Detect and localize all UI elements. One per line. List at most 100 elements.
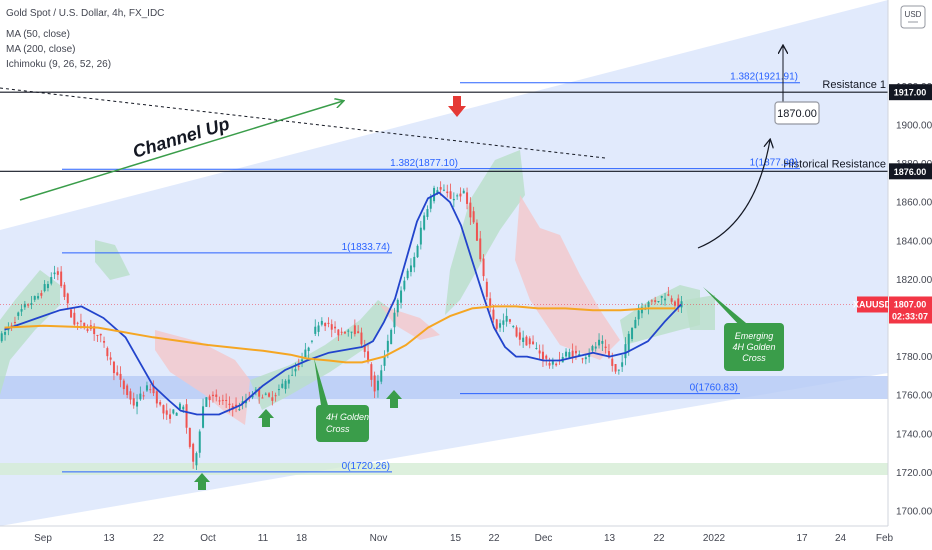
candle-body bbox=[310, 340, 313, 342]
candle-body bbox=[314, 326, 317, 334]
candle-body bbox=[677, 298, 680, 308]
candle-body bbox=[145, 385, 148, 391]
date-tick-label: 13 bbox=[103, 533, 115, 544]
candle-body bbox=[495, 319, 498, 329]
candle-body bbox=[565, 351, 568, 357]
cloud-green-5 bbox=[620, 285, 700, 345]
candle-body bbox=[373, 375, 376, 392]
svg-text:Cross: Cross bbox=[742, 353, 766, 363]
candle-body bbox=[70, 309, 73, 318]
price-axis: USD 1700.00 1720.00 1740.00 1760.00 1780.00 1… bbox=[853, 0, 932, 550]
candle-body bbox=[347, 330, 350, 332]
candle-body bbox=[409, 265, 412, 272]
svg-text:4H Golden: 4H Golden bbox=[326, 412, 369, 422]
candle-body bbox=[221, 399, 224, 401]
candle-body bbox=[79, 320, 82, 322]
candle-body bbox=[53, 272, 56, 275]
candle-body bbox=[73, 312, 76, 325]
candle-body bbox=[670, 298, 673, 302]
price-tick-label: 1720.00 bbox=[896, 468, 932, 479]
candle-body bbox=[367, 351, 370, 362]
cloud-green-2 bbox=[95, 240, 130, 280]
price-level-tags: 1917.00 1876.00 XAUUSD 1807.00 02:33:07 bbox=[853, 84, 932, 324]
candle-body bbox=[574, 350, 577, 354]
date-tick-label: 22 bbox=[153, 533, 165, 544]
candle-body bbox=[413, 256, 416, 268]
candle-body bbox=[76, 322, 79, 324]
candle-body bbox=[508, 319, 511, 322]
horizontal-levels: Resistance 1 Historical Resistance bbox=[0, 79, 888, 172]
candle-body bbox=[63, 284, 66, 297]
candle-body bbox=[538, 350, 541, 354]
candle-body bbox=[56, 271, 59, 275]
candle-body bbox=[482, 258, 485, 277]
level-tag-text-1: 1876.00 bbox=[894, 167, 927, 177]
currency-label: USD bbox=[905, 10, 922, 19]
candle-body bbox=[172, 409, 175, 414]
candle-body bbox=[119, 373, 122, 380]
candle-body bbox=[330, 324, 333, 330]
candle-body bbox=[294, 368, 297, 372]
candle-body bbox=[235, 404, 238, 407]
markers bbox=[194, 96, 466, 490]
candle-body bbox=[99, 333, 102, 336]
ma50-line bbox=[4, 191, 682, 416]
candle-body bbox=[499, 323, 502, 328]
candle-body bbox=[301, 359, 304, 362]
candle-body bbox=[541, 351, 544, 360]
candle-body bbox=[254, 389, 257, 391]
candle-body bbox=[225, 399, 228, 401]
svg-text:4H Golden: 4H Golden bbox=[732, 342, 775, 352]
fib-label-3: 1(1833.74) bbox=[342, 242, 390, 253]
candle-body bbox=[317, 325, 320, 332]
candle-body bbox=[472, 211, 475, 223]
candle-body bbox=[621, 362, 624, 367]
level-label-1: Historical Resistance bbox=[783, 158, 886, 170]
candle-body bbox=[667, 294, 670, 296]
candle-body bbox=[287, 379, 290, 384]
price-tick-label: 1780.00 bbox=[896, 352, 932, 363]
candle-body bbox=[327, 322, 330, 324]
candle-body bbox=[350, 331, 353, 333]
candle-body bbox=[654, 300, 657, 302]
candle-body bbox=[205, 397, 208, 407]
candle-body bbox=[452, 198, 455, 201]
fib-label-4: 0(1760.83) bbox=[690, 383, 738, 394]
projection-curve bbox=[697, 140, 770, 249]
time-axis: Sep 13 22 Oct 11 18 Nov 15 22 Dec 13 22 2022 17 24 Feb bbox=[0, 525, 894, 550]
candle-body bbox=[568, 352, 571, 358]
candle-body bbox=[442, 189, 445, 191]
date-tick-label: Feb bbox=[876, 533, 894, 544]
golden-cross-callout: 4H Golden Cross bbox=[314, 358, 369, 442]
candle-body bbox=[423, 215, 426, 230]
candle-body bbox=[274, 395, 277, 397]
candle-body bbox=[584, 357, 587, 360]
date-tick-label: 22 bbox=[488, 533, 500, 544]
candle-body bbox=[664, 298, 667, 301]
candle-body bbox=[238, 408, 241, 411]
price-tick-label: 1840.00 bbox=[896, 236, 932, 247]
candle-body bbox=[178, 403, 181, 409]
candle-body bbox=[116, 372, 119, 376]
plot-area: Resistance 1 Historical Resistance 1.382(… bbox=[0, 0, 888, 526]
candle-body bbox=[591, 346, 594, 351]
candle-body bbox=[202, 406, 205, 428]
candle-body bbox=[446, 191, 449, 194]
candle-body bbox=[13, 322, 16, 324]
candle-body bbox=[403, 280, 406, 290]
current-price-value: 1807.00 bbox=[894, 299, 927, 309]
candle-body bbox=[469, 202, 472, 218]
fibonacci-levels: 1.382(1921.91) 1.382(1877.10) 1(1877.39) 1(… bbox=[62, 72, 800, 473]
candle-body bbox=[281, 383, 284, 388]
channel-up-label: Channel Up bbox=[130, 113, 231, 161]
candle-body bbox=[383, 356, 386, 366]
candle-body bbox=[268, 393, 271, 397]
candle-body bbox=[46, 283, 49, 289]
svg-text:Cross: Cross bbox=[326, 424, 350, 434]
candle-body bbox=[390, 329, 393, 345]
cloud-green-1 bbox=[0, 270, 60, 395]
ma200-line bbox=[4, 305, 676, 364]
candle-body bbox=[122, 380, 125, 390]
candle-body bbox=[462, 190, 465, 194]
candle-body bbox=[380, 370, 383, 382]
